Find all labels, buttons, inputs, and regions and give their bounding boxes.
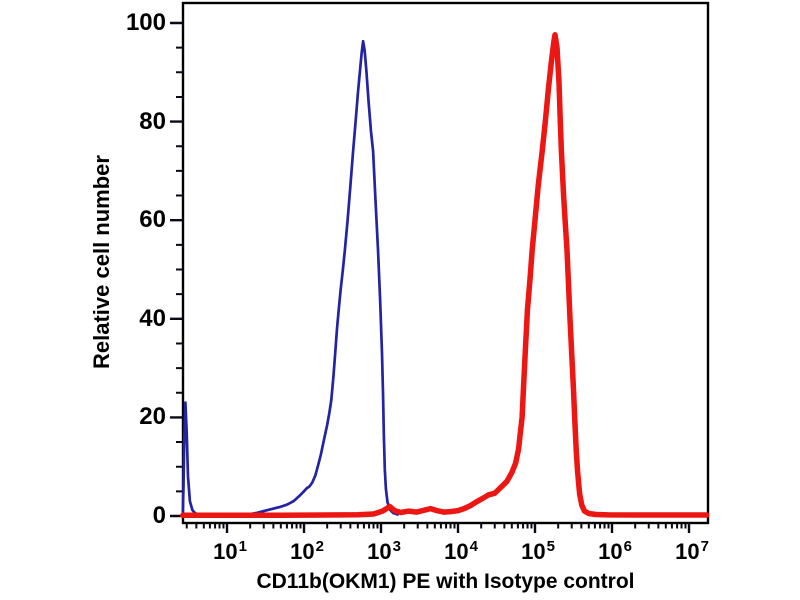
x-tick-label-1e6: 106 xyxy=(598,538,632,567)
x-tick-label-1e3: 103 xyxy=(367,538,401,567)
y-tick-label-80: 80 xyxy=(139,107,166,135)
x-tick-label-1e1: 101 xyxy=(213,538,247,567)
x-tick-base: 10 xyxy=(444,539,469,564)
x-tick-base: 10 xyxy=(290,539,315,564)
y-tick-label-60: 60 xyxy=(139,206,166,234)
x-tick-exponent: 2 xyxy=(315,538,324,555)
y-tick-label-20: 20 xyxy=(139,403,166,431)
y-tick-label-40: 40 xyxy=(139,304,166,332)
x-axis-title: CD11b(OKM1) PE with Isotype control xyxy=(256,570,635,593)
y-axis-title: Relative cell number xyxy=(89,155,114,369)
x-tick-base: 10 xyxy=(213,539,238,564)
x-tick-base: 10 xyxy=(367,539,392,564)
x-tick-label-1e2: 102 xyxy=(290,538,324,567)
x-tick-exponent: 7 xyxy=(700,538,709,555)
x-tick-base: 10 xyxy=(521,539,546,564)
y-tick-label-0: 0 xyxy=(152,502,166,529)
curve-isotype-control xyxy=(181,39,400,517)
minor-ticks xyxy=(176,46,687,529)
x-tick-exponent: 3 xyxy=(392,538,401,555)
x-tick-exponent: 4 xyxy=(469,538,478,555)
plot-frame xyxy=(181,1,710,525)
x-tick-exponent: 6 xyxy=(623,538,632,555)
x-tick-base: 10 xyxy=(598,539,623,564)
x-tick-label-1e7: 107 xyxy=(675,538,709,567)
x-tick-base: 10 xyxy=(675,539,700,564)
x-tick-exponent: 5 xyxy=(546,538,555,555)
curve-cd11b-okm1-pe xyxy=(180,32,710,519)
x-tick-label-1e5: 105 xyxy=(521,538,555,567)
x-tick-label-1e4: 104 xyxy=(444,538,478,567)
major-ticks xyxy=(170,21,691,533)
y-tick-label-100: 100 xyxy=(125,9,166,36)
x-tick-exponent: 1 xyxy=(238,538,247,555)
